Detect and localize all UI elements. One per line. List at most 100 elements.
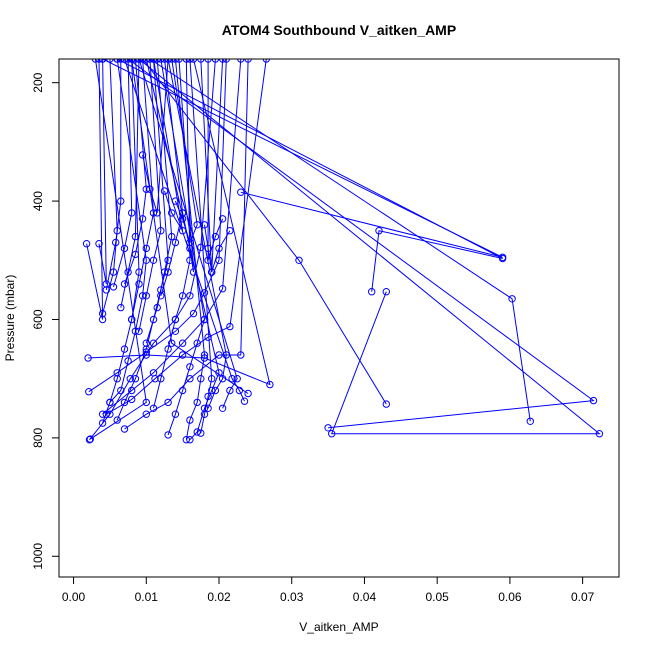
data-point xyxy=(124,357,132,365)
series-19 xyxy=(82,59,107,324)
data-point xyxy=(211,232,220,241)
data-point xyxy=(160,187,169,195)
data-point xyxy=(218,59,227,63)
data-point xyxy=(109,283,118,291)
data-point xyxy=(91,59,100,63)
data-point xyxy=(204,404,212,412)
data-point xyxy=(131,59,140,63)
data-point xyxy=(200,354,209,362)
data-point xyxy=(135,59,143,63)
data-point xyxy=(149,404,158,412)
series-line xyxy=(105,59,122,290)
data-point xyxy=(160,59,169,63)
data-point xyxy=(113,416,121,424)
data-point xyxy=(222,59,230,63)
data-point xyxy=(266,380,274,389)
data-point xyxy=(131,375,140,383)
series-40 xyxy=(124,59,598,432)
data-point xyxy=(240,397,249,405)
series-line xyxy=(106,59,267,415)
series-16 xyxy=(120,59,249,405)
series-line xyxy=(131,59,249,394)
data-point xyxy=(128,315,136,324)
series-2 xyxy=(85,59,230,396)
data-point xyxy=(142,410,151,418)
y-tick-label: 400 xyxy=(31,191,45,211)
series-line xyxy=(124,59,245,402)
data-point xyxy=(164,268,172,276)
data-point xyxy=(128,395,136,404)
data-point xyxy=(146,59,154,63)
data-point xyxy=(164,59,172,63)
data-point xyxy=(508,295,516,303)
data-point xyxy=(368,288,376,296)
data-point xyxy=(153,303,161,312)
series-line xyxy=(116,59,169,421)
data-point xyxy=(189,309,198,318)
data-point xyxy=(226,322,234,331)
series-18 xyxy=(84,59,274,389)
data-point xyxy=(138,215,147,223)
series-line xyxy=(153,59,191,409)
series-line xyxy=(138,59,601,435)
series-line xyxy=(211,59,231,273)
data-point xyxy=(324,424,332,432)
data-point xyxy=(142,292,151,300)
data-point xyxy=(186,436,194,444)
x-tick-label: 0.06 xyxy=(498,590,522,604)
data-point xyxy=(193,339,201,347)
series-23 xyxy=(109,59,136,291)
data-point xyxy=(153,59,161,63)
data-point xyxy=(168,232,176,241)
data-point xyxy=(237,59,245,63)
data-point xyxy=(171,197,180,205)
data-point xyxy=(138,151,147,159)
data-point xyxy=(168,209,176,217)
data-point xyxy=(98,419,107,427)
data-point xyxy=(526,417,534,425)
data-point xyxy=(117,197,125,205)
data-point xyxy=(193,428,201,436)
series-line xyxy=(207,59,224,261)
series-4 xyxy=(120,59,252,433)
series-line xyxy=(86,59,104,320)
data-point xyxy=(86,435,95,443)
data-point xyxy=(168,59,176,63)
data-point xyxy=(171,315,180,324)
chart-title: ATOM4 Southbound V_aitken_AMP xyxy=(222,22,456,38)
data-point xyxy=(120,345,129,353)
series-38 xyxy=(113,59,507,296)
data-point xyxy=(200,410,209,418)
data-point xyxy=(113,375,121,383)
data-point xyxy=(126,375,135,383)
series-17 xyxy=(86,59,151,443)
data-point xyxy=(204,59,212,63)
series-11 xyxy=(171,59,209,444)
plot-area xyxy=(82,59,604,444)
data-point xyxy=(98,315,107,324)
series-line xyxy=(138,59,238,409)
data-point xyxy=(218,215,227,223)
y-tick-label: 1000 xyxy=(31,543,45,570)
data-point xyxy=(178,351,187,359)
data-point xyxy=(228,375,236,383)
data-point xyxy=(117,386,125,395)
data-point xyxy=(498,254,507,263)
x-tick-label: 0.02 xyxy=(207,590,231,604)
data-point xyxy=(117,59,125,63)
x-tick-label: 0.07 xyxy=(571,590,595,604)
data-point xyxy=(142,351,151,359)
data-point xyxy=(233,375,241,383)
series-line xyxy=(127,59,595,429)
data-point xyxy=(178,227,187,235)
series-line xyxy=(167,59,227,409)
series-33 xyxy=(204,59,227,264)
data-point xyxy=(193,221,201,229)
series-41 xyxy=(138,59,390,408)
series-30 xyxy=(168,59,201,247)
data-point xyxy=(128,209,136,217)
series-line xyxy=(160,59,206,436)
data-point xyxy=(244,59,252,63)
data-point xyxy=(120,244,129,253)
x-tick-label: 0.01 xyxy=(135,590,159,604)
